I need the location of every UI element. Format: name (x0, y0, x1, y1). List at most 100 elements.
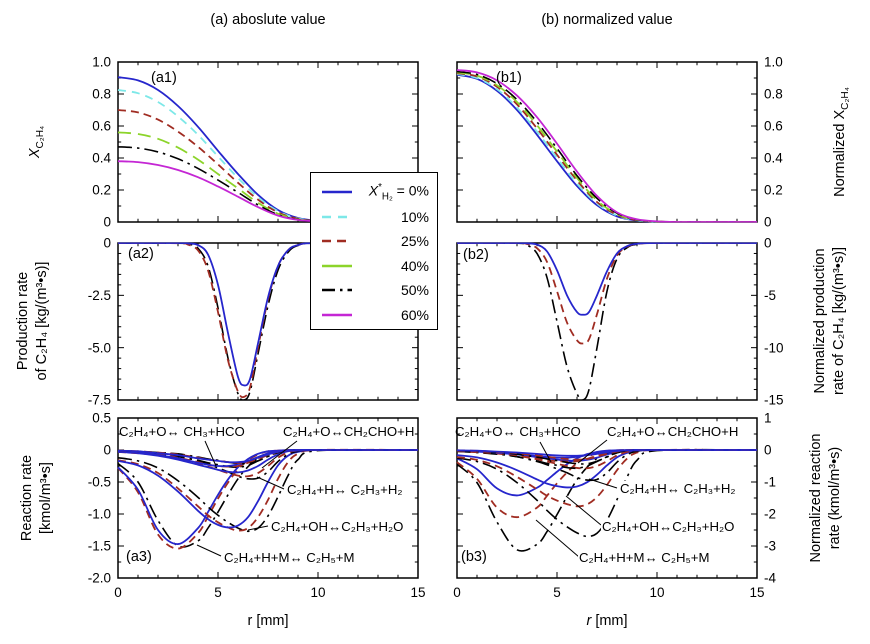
annotation-a3-H: C₂H₄+H↔ C₂H₃+H₂ (286, 482, 404, 497)
panel-tag-a1: (a1) (151, 70, 177, 86)
curve-b3-O-CHO-0% (456, 449, 757, 457)
x-tick-label-b3: 0 (453, 585, 461, 600)
panel-b2: 0 -5 -10 -15 (456, 236, 784, 408)
y-tick-label-a1: 0.8 (92, 87, 111, 102)
panel-tag-a2: (a2) (128, 246, 154, 262)
legend-row-0%: X*H₂ = 0% (321, 180, 429, 205)
curve-a2-25% (117, 242, 419, 399)
y-tick-label-b3: 1 (764, 411, 772, 426)
y-tick-label-b2: -15 (764, 393, 784, 408)
legend-line-sample (322, 240, 352, 243)
y-tick-label-a3: 0 (103, 443, 111, 458)
annotation-b3-HM: C₂H₄+H+M↔ C₂H₅+M (578, 550, 711, 565)
annotation-a3-HM: C₂H₄+H+M↔ C₂H₅+M (223, 550, 356, 565)
leader-line (261, 440, 298, 469)
curve-b1-60% (456, 69, 757, 223)
y-axis-label-b3: Normalized reaction rate (kmol/m³•s) (808, 433, 843, 563)
legend-label: 10% (400, 208, 429, 225)
y-tick-label-b2: 0 (764, 236, 772, 251)
y-tick-label-a2: 0 (103, 236, 111, 251)
y-axis-label-b2: Normalized production rate of C₂H₄ [kg/(m… (812, 247, 847, 395)
legend-row-25%: 25% (321, 229, 429, 254)
y-tick-label-b3: 0 (764, 443, 772, 458)
panel-b3: 10-1-2-3-40 5 10 15 (453, 411, 776, 600)
y-tick-label-a1: 0 (103, 215, 111, 230)
y-axis-label-a3: Reaction rate [kmol/m³•s] (19, 454, 54, 542)
legend-line-sample (322, 289, 352, 292)
leader-line (204, 440, 217, 467)
y-tick-label-a2: -5.0 (88, 340, 111, 355)
y-tick-label-a3: 0.5 (92, 411, 111, 426)
legend-label: 60% (400, 306, 429, 323)
x-axis-label-b: r [mm] (586, 613, 628, 629)
curve-b1-0% (456, 73, 757, 223)
legend-label: 25% (400, 233, 429, 250)
y-tick-label-a1: 0.6 (92, 119, 111, 134)
curve-a2-0% (117, 242, 419, 387)
panel-tag-b3: (b3) (461, 549, 487, 565)
legend-symbol: X (368, 182, 379, 199)
y-tick-label-b3: -4 (764, 571, 776, 586)
y-tick-label-a1: 1.0 (92, 55, 111, 70)
x-tick-label-a3: 15 (410, 585, 425, 600)
curve-a3-OH-50% (117, 448, 419, 533)
leader-line (256, 476, 285, 490)
x-tick-label-a3: 0 (114, 585, 122, 600)
annotation-b3-O-HCO: C₂H₄+O↔ CH₃+HCO (455, 424, 581, 439)
panel-b1: 1.0 0.8 0.6 0.4 0.2 0 (456, 55, 783, 230)
y-tick-label-a3: -0.5 (88, 475, 111, 490)
y-tick-label-b3: -3 (764, 539, 776, 554)
curve-b2-0% (456, 242, 758, 316)
leader-line (588, 478, 618, 489)
y-tick-label-a3: -1.5 (88, 539, 111, 554)
series-group-a3 (117, 448, 419, 550)
annotation-b3-OH: C₂H₄+OH↔C₂H₃+H₂O (601, 519, 736, 534)
column-title-absolute: (a) aboslute value (210, 12, 326, 28)
x-tick-label-b3: 15 (749, 585, 764, 600)
series-group-b1 (456, 69, 757, 223)
y-tick-label-b1: 0.2 (764, 183, 783, 198)
legend-row-50%: 50% (321, 278, 429, 303)
curve-a3-O-CHO-0% (117, 449, 418, 464)
y-tick-label-a2: -7.5 (88, 393, 111, 408)
legend-row-40%: 40% (321, 254, 429, 279)
legend-line-sample (322, 215, 352, 218)
panel-tag-b1: (b1) (496, 70, 522, 86)
leader-line (196, 544, 222, 557)
y-axis-label-a1: XC₂H₄ (27, 125, 46, 159)
y-tick-label-a3: -1.0 (88, 507, 111, 522)
y-tick-label-b1: 0.8 (764, 87, 783, 102)
legend-row-10%: 10% (321, 205, 429, 230)
legend-line-sample (322, 191, 352, 194)
y-tick-label-b3: -2 (764, 507, 776, 522)
y-tick-label-a2: -2.5 (88, 288, 111, 303)
y-tick-label-a3: -2.0 (88, 571, 111, 586)
legend-line-sample (322, 313, 352, 316)
annotation-b3-H: C₂H₄+H↔ C₂H₃+H₂ (619, 481, 737, 496)
axes-frame-b2 (456, 242, 758, 401)
curve-b3-OH-50% (456, 448, 758, 538)
series-group-b3 (456, 448, 758, 552)
column-title-normalized: (b) normalized value (541, 12, 673, 28)
curve-b1-40% (456, 71, 757, 223)
annotation-leader-lines (196, 439, 618, 558)
x-axis-label-a: r [mm] (247, 613, 289, 629)
y-tick-label-a1: 0.4 (92, 151, 111, 166)
y-tick-label-b1: 0 (764, 215, 772, 230)
annotation-a3-OH: C₂H₄+OH↔C₂H₃+H₂O (270, 519, 405, 534)
y-tick-label-a1: 0.2 (92, 183, 111, 198)
annotation-a3-O-CHO: C₂H₄+O↔CH₂CHO+H (283, 424, 415, 439)
panel-tag-b2: (b2) (463, 247, 489, 263)
leader-line (247, 525, 269, 531)
curve-b3-OH-25% (456, 448, 758, 508)
y-tick-label-b1: 1.0 (764, 55, 783, 70)
legend-row-60%: 60% (321, 303, 429, 328)
panel-tag-a3: (a3) (126, 549, 152, 565)
legend-box: X*H₂ = 0% 10% 25% 40% 50% 60% (310, 172, 438, 330)
curve-b3-OH-0% (456, 449, 758, 489)
y-tick-label-b2: -5 (764, 288, 776, 303)
curve-a3-H+M-50% (117, 449, 418, 548)
curve-b2-50% (456, 242, 758, 401)
curve-a1-10% (117, 89, 419, 223)
